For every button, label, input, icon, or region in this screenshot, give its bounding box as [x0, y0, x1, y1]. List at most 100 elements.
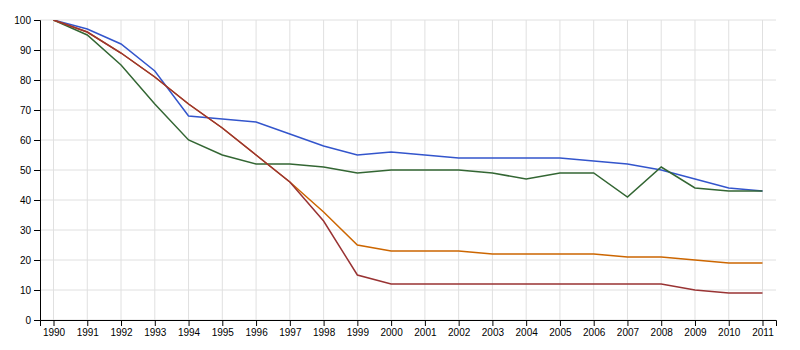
- tick-mark: [155, 320, 156, 326]
- tick-mark: [34, 80, 40, 81]
- tick: 1997: [279, 320, 302, 338]
- grid-line: [40, 200, 776, 201]
- tick-label: 30: [20, 225, 32, 236]
- tick-label: 2005: [549, 327, 572, 338]
- tick: 2006: [583, 320, 606, 338]
- tick-label: 1990: [43, 327, 66, 338]
- tick: 2011: [752, 320, 774, 338]
- tick-mark: [560, 320, 561, 326]
- tick-mark: [34, 200, 40, 201]
- tick-mark: [425, 320, 426, 326]
- tick-mark: [34, 290, 40, 291]
- tick: 90: [20, 45, 40, 56]
- tick-mark: [290, 320, 291, 326]
- y-axis: 0 10 20 30 40 50 60 70 80 90 100: [14, 15, 40, 326]
- tick-mark: [459, 320, 460, 326]
- tick-mark: [34, 170, 40, 171]
- tick-label: 1992: [110, 327, 133, 338]
- tick-mark: [627, 320, 628, 326]
- tick-label: 2009: [684, 327, 707, 338]
- tick: 50: [20, 165, 40, 176]
- grid-line: [40, 80, 776, 81]
- tick-mark: [34, 260, 40, 261]
- tick-label: 2003: [482, 327, 505, 338]
- tick: 1998: [313, 320, 336, 338]
- tick: 2005: [549, 320, 572, 338]
- tick-mark: [762, 320, 763, 326]
- grid-line: [40, 140, 776, 141]
- tick: 100: [14, 15, 40, 26]
- grid-line: [40, 290, 776, 291]
- tick: 70: [20, 105, 40, 116]
- tick-mark: [526, 320, 527, 326]
- tick-label: 0: [25, 315, 31, 326]
- tick: 1995: [212, 320, 235, 338]
- tick-label: 2011: [752, 327, 774, 338]
- tick: 2001: [414, 320, 437, 338]
- line: [54, 20, 763, 197]
- line: [54, 20, 763, 191]
- grid-line: [40, 20, 776, 21]
- tick: 60: [20, 135, 40, 146]
- tick-label: 60: [20, 135, 32, 146]
- tick-label: 2001: [414, 327, 437, 338]
- tick: 2010: [718, 320, 741, 338]
- tick-mark: [54, 320, 55, 326]
- tick-mark: [661, 320, 662, 326]
- tick: 2002: [448, 320, 471, 338]
- tick-label: 40: [20, 195, 32, 206]
- axis-line: [41, 321, 777, 327]
- tick: 1994: [178, 320, 201, 338]
- tick-mark: [324, 320, 325, 326]
- tick-label: 2000: [380, 327, 403, 338]
- tick-label: 2007: [617, 327, 640, 338]
- tick-mark: [594, 320, 595, 326]
- grid-line: [40, 110, 776, 111]
- tick-mark: [391, 320, 392, 326]
- tick-label: 1993: [144, 327, 167, 338]
- tick-label: 2008: [651, 327, 674, 338]
- tick-label: 80: [20, 75, 32, 86]
- tick-label: 100: [14, 15, 31, 26]
- tick-label: 1996: [245, 327, 268, 338]
- tick-label: 10: [20, 285, 32, 296]
- tick: 0: [25, 315, 40, 326]
- tick: 1996: [245, 320, 268, 338]
- tick-mark: [34, 230, 40, 231]
- axis-line: [34, 21, 41, 321]
- tick: 1999: [347, 320, 370, 338]
- grid: [40, 20, 776, 320]
- lines: [54, 20, 763, 293]
- tick: 30: [20, 225, 40, 236]
- tick-label: 2004: [516, 327, 539, 338]
- tick-mark: [729, 320, 730, 326]
- tick-label: 2006: [583, 327, 606, 338]
- tick-mark: [256, 320, 257, 326]
- tick-label: 2010: [718, 327, 741, 338]
- tick-label: 2002: [448, 327, 471, 338]
- tick-mark: [121, 320, 122, 326]
- tick-mark: [695, 320, 696, 326]
- grid-line: [40, 260, 776, 261]
- tick-label: 1999: [347, 327, 370, 338]
- tick-mark: [357, 320, 358, 326]
- tick: 10: [20, 285, 40, 296]
- tick-mark: [34, 110, 40, 111]
- tick-label: 1995: [212, 327, 235, 338]
- tick-mark: [189, 320, 190, 326]
- line: [54, 20, 763, 263]
- tick-label: 1998: [313, 327, 336, 338]
- tick: 2003: [482, 320, 505, 338]
- tick: 80: [20, 75, 40, 86]
- tick-label: 90: [20, 45, 32, 56]
- tick: 40: [20, 195, 40, 206]
- tick-label: 1991: [77, 327, 100, 338]
- tick: 20: [20, 255, 40, 266]
- tick: 1990: [43, 320, 66, 338]
- tick-mark: [34, 20, 40, 21]
- tick-label: 70: [20, 105, 32, 116]
- tick-mark: [34, 50, 40, 51]
- tick-label: 1997: [279, 327, 302, 338]
- tick: 2004: [516, 320, 539, 338]
- tick: 2009: [684, 320, 707, 338]
